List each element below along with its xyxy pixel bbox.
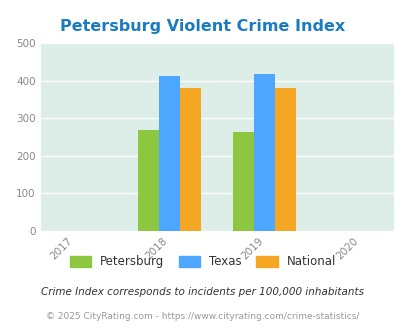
Text: © 2025 CityRating.com - https://www.cityrating.com/crime-statistics/: © 2025 CityRating.com - https://www.city… bbox=[46, 312, 359, 321]
Bar bbox=[179, 88, 200, 231]
Bar bbox=[275, 88, 296, 231]
Legend: Petersburg, Texas, National: Petersburg, Texas, National bbox=[66, 252, 339, 272]
Bar bbox=[159, 76, 179, 231]
Text: Petersburg Violent Crime Index: Petersburg Violent Crime Index bbox=[60, 19, 345, 34]
Bar bbox=[233, 132, 254, 231]
Bar bbox=[138, 130, 159, 231]
Text: Crime Index corresponds to incidents per 100,000 inhabitants: Crime Index corresponds to incidents per… bbox=[41, 287, 364, 297]
Bar bbox=[254, 74, 275, 231]
